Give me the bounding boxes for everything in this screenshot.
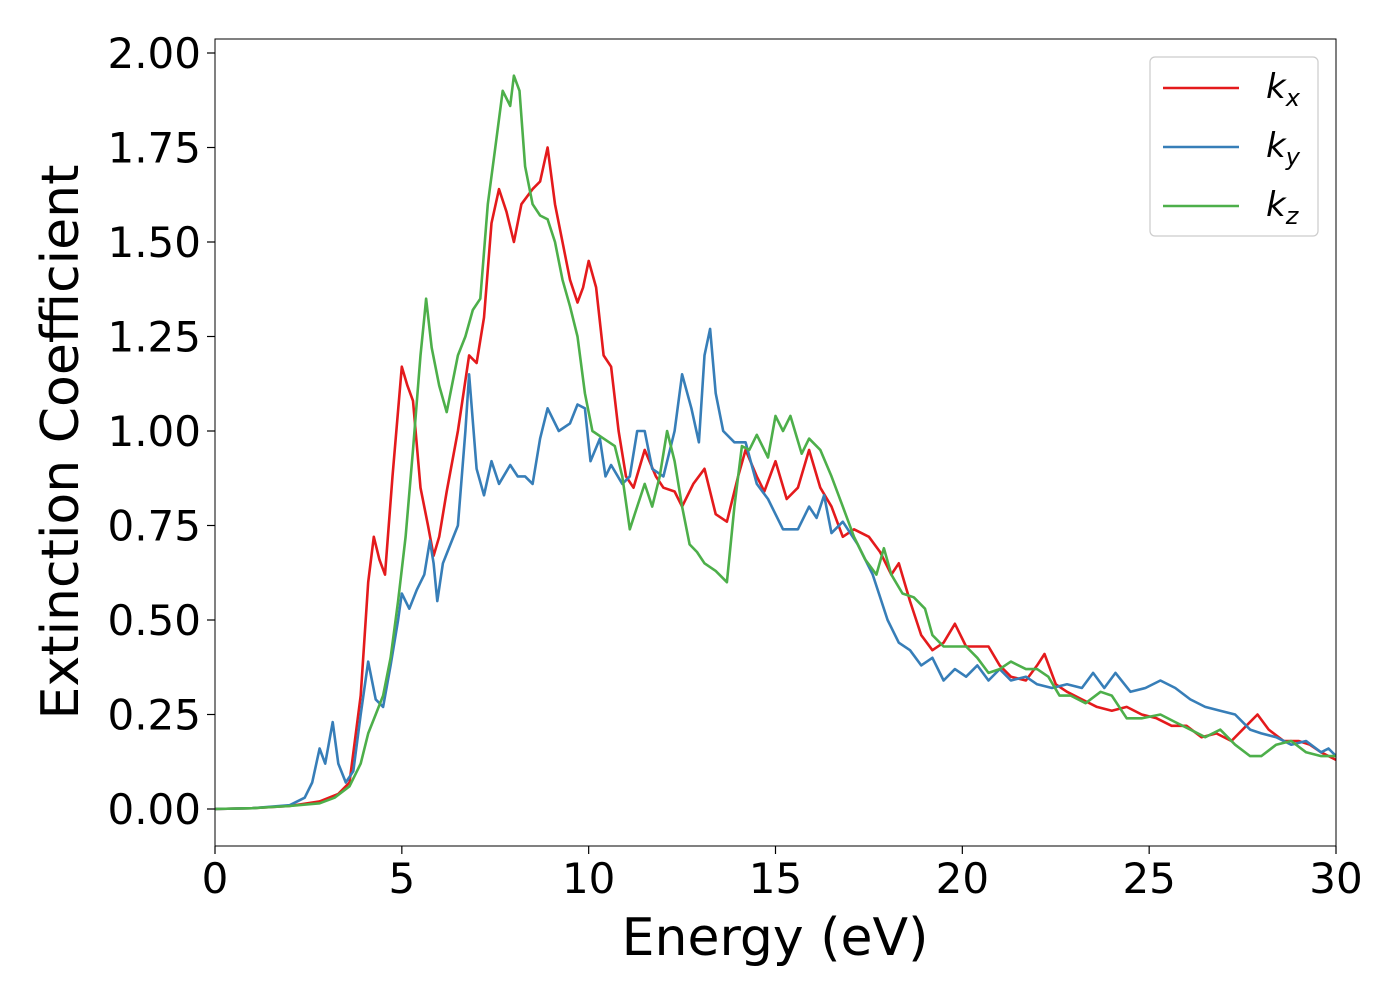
y-tick-label: 2.00 [107, 29, 201, 78]
x-tick-label: 20 [936, 854, 989, 903]
series-layer [215, 74, 1336, 811]
x-tick-label: 5 [388, 854, 415, 903]
x-axis-label: Energy (eV) [622, 908, 929, 968]
y-tick-label: 0.00 [107, 785, 201, 834]
y-axis-label: Extinction Coefficient [31, 165, 91, 720]
x-axis-ticks: 0 5 10 15 20 25 30 [202, 846, 1363, 903]
y-tick-label: 0.50 [107, 596, 201, 645]
series-line-z [215, 74, 1336, 811]
x-tick-label: 30 [1309, 854, 1362, 903]
x-tick-label: 0 [202, 854, 229, 903]
x-tick-label: 15 [749, 854, 802, 903]
y-tick-label: 1.00 [107, 407, 201, 456]
y-tick-label: 0.25 [107, 691, 201, 740]
y-tick-label: 1.25 [107, 313, 201, 362]
x-tick-label: 10 [562, 854, 615, 903]
series-line-x [215, 146, 1336, 811]
y-axis-ticks: 0.00 0.25 0.50 0.75 1.00 1.25 1.50 1.75 2.00 [107, 29, 215, 834]
x-tick-label: 25 [1122, 854, 1175, 903]
y-tick-label: 0.75 [107, 502, 201, 551]
y-tick-label: 1.75 [107, 124, 201, 173]
series-line-y [215, 327, 1336, 811]
y-tick-label: 1.50 [107, 218, 201, 267]
